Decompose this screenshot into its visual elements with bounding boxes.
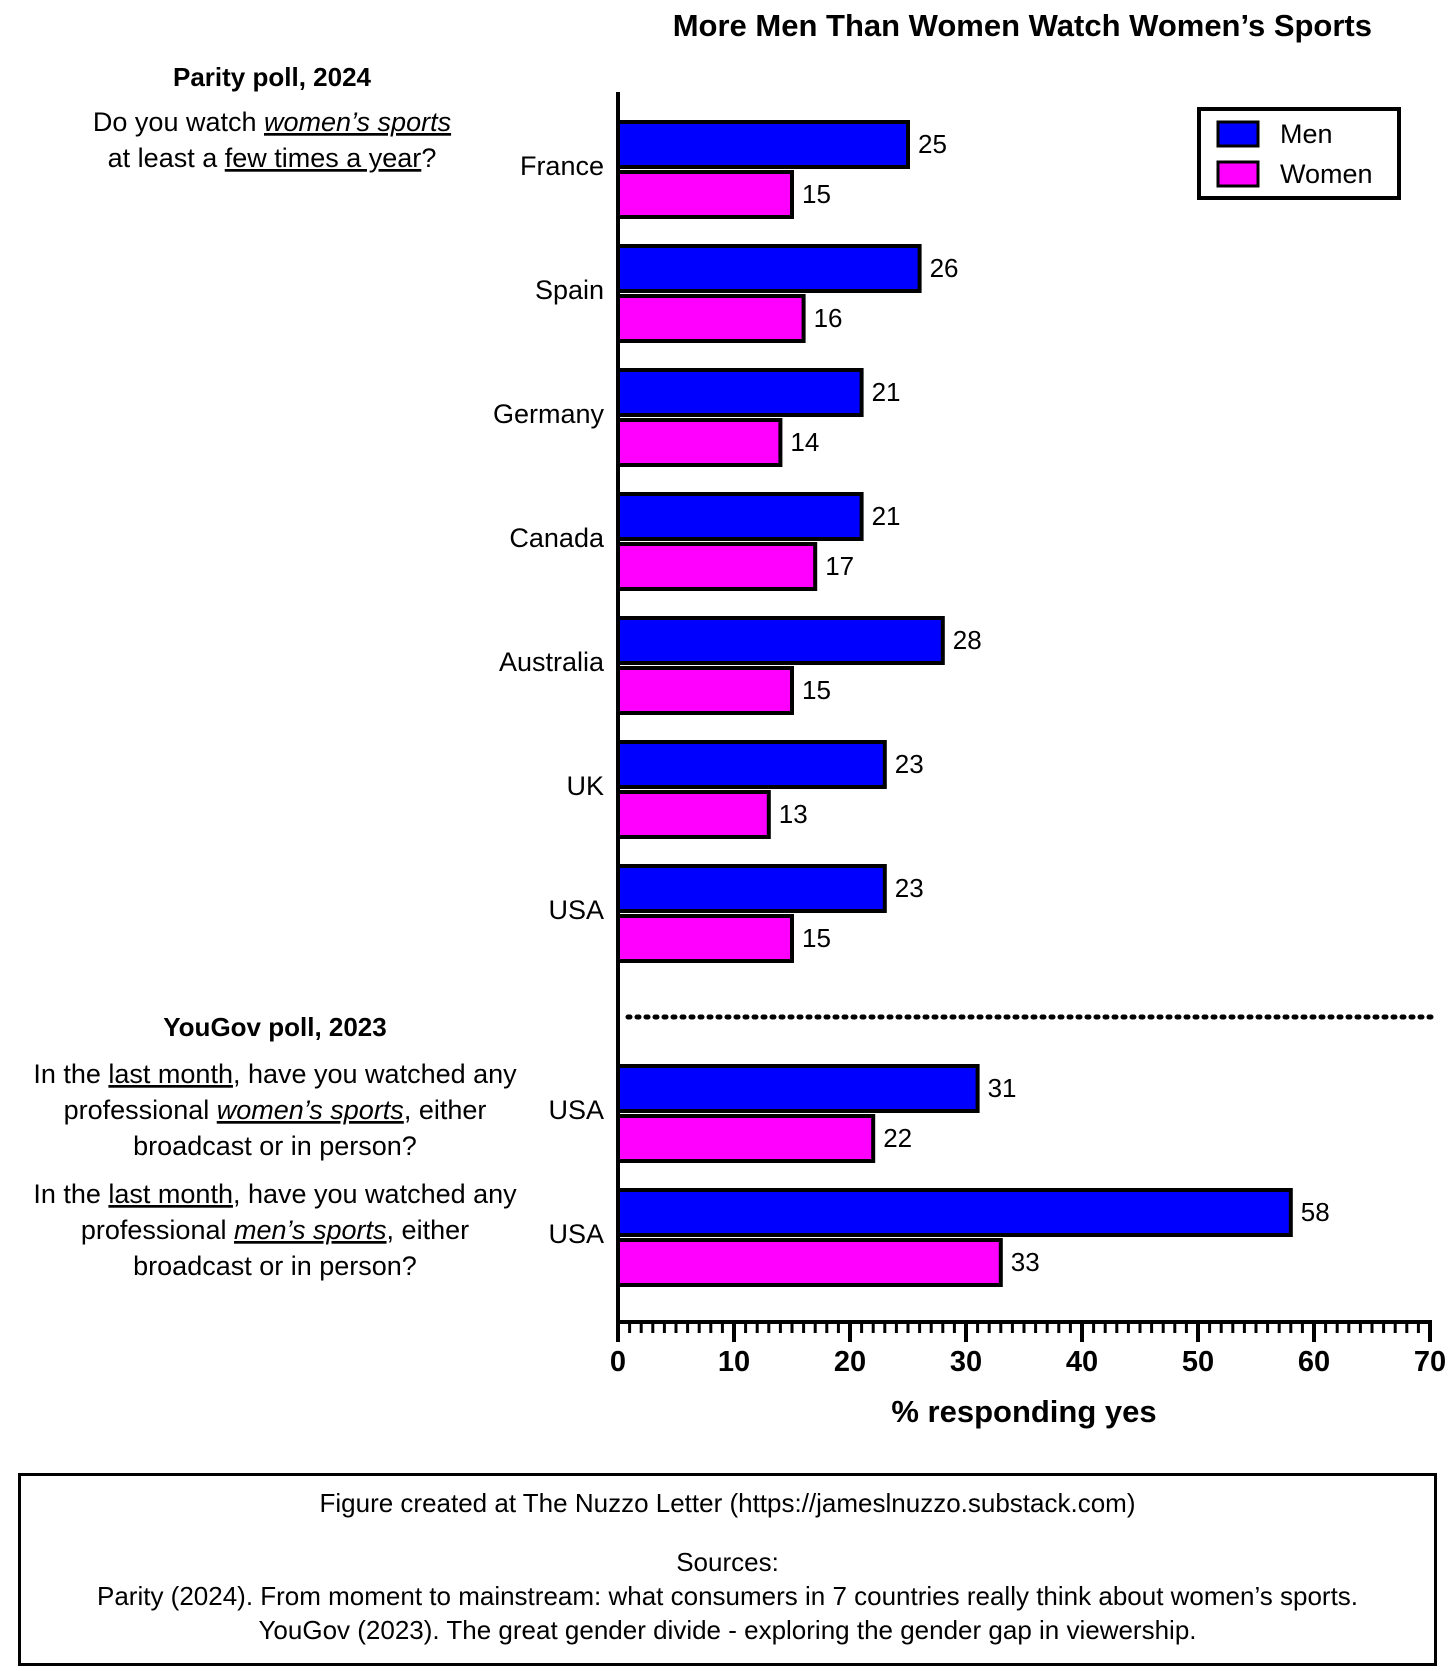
bar-men bbox=[616, 1188, 1293, 1237]
category-label: USA bbox=[548, 1095, 604, 1125]
legend-label: Men bbox=[1280, 119, 1333, 149]
bar-men bbox=[616, 244, 922, 293]
category-label: Canada bbox=[509, 523, 605, 553]
question-segment: at least a bbox=[108, 143, 225, 173]
question-line: Do you watch women’s sports bbox=[93, 107, 451, 137]
poll-title: Parity poll, 2024 bbox=[173, 62, 372, 92]
question-segment: ? bbox=[421, 143, 436, 173]
bar-women bbox=[616, 294, 806, 343]
category-label: Germany bbox=[493, 399, 605, 429]
bar-value-label: 21 bbox=[872, 377, 901, 407]
question-segment: Do you watch bbox=[93, 107, 264, 137]
question-segment: last month bbox=[108, 1179, 233, 1209]
bar-value-label: 15 bbox=[802, 923, 831, 953]
category-label: UK bbox=[566, 771, 604, 801]
bar-women bbox=[616, 1238, 1003, 1287]
x-axis-label: % responding yes bbox=[891, 1394, 1156, 1429]
bar-value-label: 33 bbox=[1011, 1247, 1040, 1277]
bar-value-label: 31 bbox=[988, 1073, 1017, 1103]
question-segment: In the bbox=[33, 1179, 108, 1209]
question-segment: professional bbox=[64, 1095, 217, 1125]
category-label: Australia bbox=[499, 647, 605, 677]
question-segment: men’s sports bbox=[234, 1215, 387, 1245]
question-line: In the last month, have you watched any bbox=[33, 1179, 517, 1209]
x-tick-label: 60 bbox=[1298, 1346, 1330, 1378]
credits-sources-label: Sources: bbox=[676, 1547, 779, 1577]
question-segment: women’s sports bbox=[264, 107, 451, 137]
bar-chart: More Men Than Women Watch Women’s Sports… bbox=[33, 8, 1446, 1429]
question-line: professional women’s sports, either bbox=[64, 1095, 487, 1125]
category-label: USA bbox=[548, 895, 604, 925]
bar-men bbox=[616, 120, 910, 169]
question-line: at least a few times a year? bbox=[108, 143, 437, 173]
credits-created: Figure created at The Nuzzo Letter (http… bbox=[319, 1488, 1136, 1518]
question-segment: broadcast or in person? bbox=[133, 1131, 417, 1161]
bar-value-label: 23 bbox=[895, 749, 924, 779]
bar-men bbox=[616, 368, 864, 417]
question-line: broadcast or in person? bbox=[133, 1131, 417, 1161]
question-segment: , either bbox=[404, 1095, 487, 1125]
x-tick-label: 10 bbox=[718, 1346, 750, 1378]
category-label: France bbox=[520, 151, 604, 181]
bar-women bbox=[616, 418, 783, 467]
bar-value-label: 14 bbox=[790, 427, 819, 457]
question-segment: , have you watched any bbox=[233, 1179, 517, 1209]
bar-women bbox=[616, 542, 818, 591]
bar-women bbox=[616, 170, 794, 219]
bar-men bbox=[616, 616, 945, 665]
question-line: professional men’s sports, either bbox=[81, 1215, 469, 1245]
legend-swatch-men bbox=[1216, 120, 1260, 148]
x-tick-label: 50 bbox=[1182, 1346, 1214, 1378]
question-line: broadcast or in person? bbox=[133, 1251, 417, 1281]
bar-value-label: 17 bbox=[825, 551, 854, 581]
bar-value-label: 28 bbox=[953, 625, 982, 655]
question-line: In the last month, have you watched any bbox=[33, 1059, 517, 1089]
question-segment: In the bbox=[33, 1059, 108, 1089]
x-tick-label: 30 bbox=[950, 1346, 982, 1378]
bar-women bbox=[616, 914, 794, 963]
bar-value-label: 58 bbox=[1301, 1197, 1330, 1227]
x-tick-label: 70 bbox=[1414, 1346, 1446, 1378]
bar-value-label: 21 bbox=[872, 501, 901, 531]
question-segment: professional bbox=[81, 1215, 234, 1245]
bar-men bbox=[616, 864, 887, 913]
question-segment: , have you watched any bbox=[233, 1059, 517, 1089]
question-segment: broadcast or in person? bbox=[133, 1251, 417, 1281]
x-tick-label: 40 bbox=[1066, 1346, 1098, 1378]
bar-men bbox=[616, 492, 864, 541]
bar-women bbox=[616, 790, 771, 839]
category-label: USA bbox=[548, 1219, 604, 1249]
legend-swatch-women bbox=[1216, 160, 1260, 188]
credits-source-1: Parity (2024). From moment to mainstream… bbox=[96, 1581, 1359, 1611]
bar-women bbox=[616, 666, 794, 715]
question-segment: few times a year bbox=[225, 143, 422, 173]
bar-women bbox=[616, 1114, 876, 1163]
credits-box: Figure created at The Nuzzo Letter (http… bbox=[18, 1473, 1437, 1666]
legend-label: Women bbox=[1280, 159, 1373, 189]
bar-value-label: 25 bbox=[918, 129, 947, 159]
bar-value-label: 16 bbox=[814, 303, 843, 333]
question-segment: , either bbox=[387, 1215, 470, 1245]
chart-title: More Men Than Women Watch Women’s Sports bbox=[673, 8, 1372, 43]
bar-value-label: 15 bbox=[802, 179, 831, 209]
bar-men bbox=[616, 1064, 980, 1113]
bar-value-label: 23 bbox=[895, 873, 924, 903]
poll-title: YouGov poll, 2023 bbox=[163, 1012, 386, 1042]
question-segment: last month bbox=[108, 1059, 233, 1089]
question-segment: women’s sports bbox=[217, 1095, 404, 1125]
bar-value-label: 15 bbox=[802, 675, 831, 705]
bar-value-label: 22 bbox=[883, 1123, 912, 1153]
bar-value-label: 26 bbox=[930, 253, 959, 283]
x-tick-label: 0 bbox=[610, 1346, 626, 1378]
category-label: Spain bbox=[535, 275, 604, 305]
bar-value-label: 13 bbox=[779, 799, 808, 829]
credits-source-2: YouGov (2023). The great gender divide -… bbox=[258, 1615, 1197, 1645]
x-tick-label: 20 bbox=[834, 1346, 866, 1378]
bar-men bbox=[616, 740, 887, 789]
